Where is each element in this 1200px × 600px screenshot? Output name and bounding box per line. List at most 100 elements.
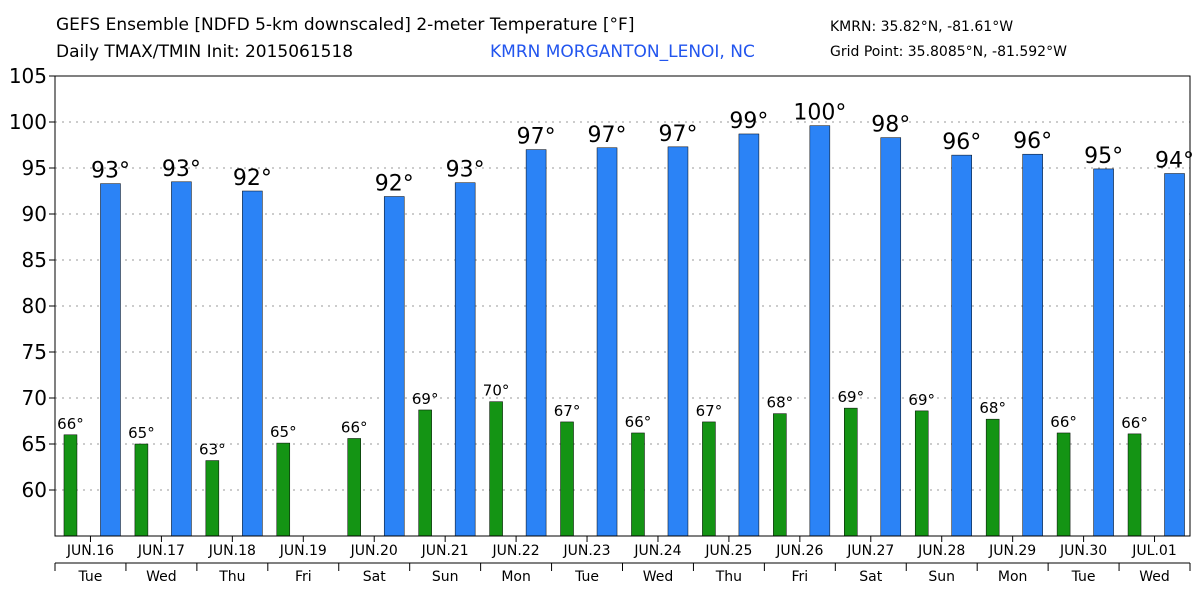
x-date-label: JUN.21 — [421, 543, 469, 559]
y-tick-label: 60 — [22, 478, 47, 502]
gridlines — [55, 121, 1190, 491]
tmax-label: 99° — [729, 109, 768, 134]
x-date-label: JUN.29 — [988, 543, 1036, 559]
tmin-bar — [844, 407, 858, 537]
station-coordinates: KMRN: 35.82°N, -81.61°W — [830, 19, 1014, 35]
tmax-bar — [738, 133, 760, 537]
x-weekday-label: Thu — [715, 569, 742, 585]
x-weekday-label: Tue — [574, 569, 599, 585]
x-date-label: JUN.26 — [775, 543, 823, 559]
y-tick-label: 85 — [22, 248, 47, 272]
tmax-label: 98° — [871, 113, 910, 138]
y-tick-label: 105 — [9, 64, 47, 88]
tmin-bar — [773, 413, 787, 537]
y-tick-label: 80 — [22, 294, 47, 318]
x-weekday-label: Tue — [78, 569, 103, 585]
tmin-label: 68° — [767, 394, 794, 412]
x-weekday-label: Mon — [501, 569, 531, 585]
tmax-bar — [525, 149, 547, 537]
tmin-label: 66° — [625, 413, 652, 431]
tmax-label: 93° — [162, 157, 201, 182]
tmin-bar — [560, 421, 574, 537]
x-date-label: JUN.27 — [846, 543, 894, 559]
tmax-bar — [171, 181, 192, 537]
x-weekday-label: Wed — [146, 569, 177, 585]
tmax-label: 92° — [233, 166, 272, 191]
axes: 60 65 70 75 80 85 90 95 100 105 JUN.16 Tue JUN.17 Wed… — [9, 64, 1191, 585]
x-date-label: JUN.24 — [633, 543, 681, 559]
tmin-bar — [985, 418, 1000, 537]
tmax-label: 94° — [1155, 149, 1194, 174]
tmin-bar — [1056, 432, 1071, 537]
x-weekday-label: Sat — [859, 569, 882, 585]
y-tick-label: 100 — [9, 110, 47, 134]
tmax-label: 96° — [942, 130, 981, 155]
tmax-label: 93° — [446, 158, 485, 183]
x-date-label: JUN.20 — [350, 543, 398, 559]
tmin-bar — [914, 410, 929, 537]
tmax-bar — [667, 146, 689, 537]
tmax-bar — [1022, 153, 1043, 537]
x-weekday-label: Fri — [295, 569, 312, 585]
tmax-bar — [809, 125, 831, 537]
tmax-label: 92° — [375, 172, 414, 197]
x-weekday-label: Fri — [792, 569, 809, 585]
tmax-label: 100° — [793, 101, 846, 126]
x-weekday-label: Wed — [643, 569, 674, 585]
x-date-label: JUN.16 — [66, 543, 114, 559]
tmin-label: 68° — [979, 399, 1006, 417]
tmin-bar — [702, 421, 716, 537]
tmin-label: 65° — [270, 423, 297, 441]
chart-title-line1: GEFS Ensemble [NDFD 5-km downscaled] 2-m… — [56, 15, 635, 35]
tmin-bar — [1127, 433, 1142, 537]
x-date-label: JUN.30 — [1059, 543, 1107, 559]
y-tick-label: 70 — [22, 386, 47, 410]
tmax-bar — [1093, 168, 1114, 537]
y-tick-label: 90 — [22, 202, 47, 226]
station-name: KMRN MORGANTON_LENOI, NC — [490, 42, 755, 62]
x-date-label: JUN.25 — [704, 543, 752, 559]
tmax-bar — [880, 137, 902, 537]
x-weekday-label: Wed — [1139, 569, 1170, 585]
tmin-label: 67° — [554, 402, 581, 420]
tmin-bar — [489, 401, 503, 537]
tmin-bar — [347, 438, 361, 537]
tmax-label: 93° — [91, 159, 130, 184]
tmin-bar — [63, 434, 78, 537]
chart-title-line2: Daily TMAX/TMIN Init: 2015061518 — [56, 42, 354, 62]
x-weekday-label: Sat — [363, 569, 386, 585]
x-weekday-label: Sun — [928, 569, 955, 585]
tmin-label: 66° — [57, 415, 84, 433]
tmin-label: 70° — [483, 382, 510, 400]
x-date-label: JUL.01 — [1131, 543, 1176, 559]
tmax-label: 95° — [1084, 144, 1123, 169]
tmax-bar — [1164, 173, 1185, 537]
tmin-bar — [631, 432, 645, 537]
tmax-label: 97° — [588, 123, 627, 148]
x-date-label: JUN.19 — [279, 543, 327, 559]
tmax-label: 96° — [1013, 129, 1052, 154]
x-weekday-label: Thu — [218, 569, 245, 585]
tmax-bar — [242, 190, 263, 537]
bars — [63, 125, 1185, 537]
tmin-bar — [134, 443, 149, 537]
tmax-bar — [596, 147, 618, 537]
x-weekday-label: Sun — [432, 569, 459, 585]
y-tick-label: 95 — [22, 156, 47, 180]
x-date-label: JUN.18 — [208, 543, 256, 559]
tmin-bar — [276, 442, 291, 537]
y-tick-label: 75 — [22, 340, 47, 364]
data-labels: 66° 93° 65° 93° 63° 92° 65° 66° 92° 69° 93° 70° 97° 6… — [57, 101, 1194, 459]
tmin-bar — [205, 460, 220, 537]
x-date-label: JUN.17 — [137, 543, 185, 559]
tmax-bar — [951, 154, 972, 537]
x-weekday-label: Mon — [998, 569, 1028, 585]
tmax-bar — [454, 182, 476, 537]
tmin-label: 69° — [908, 391, 935, 409]
tmax-bar — [383, 196, 405, 537]
tmin-label: 66° — [1121, 414, 1148, 432]
tmin-label: 63° — [199, 441, 226, 459]
tmin-label: 69° — [837, 388, 864, 406]
x-date-label: JUN.28 — [917, 543, 965, 559]
